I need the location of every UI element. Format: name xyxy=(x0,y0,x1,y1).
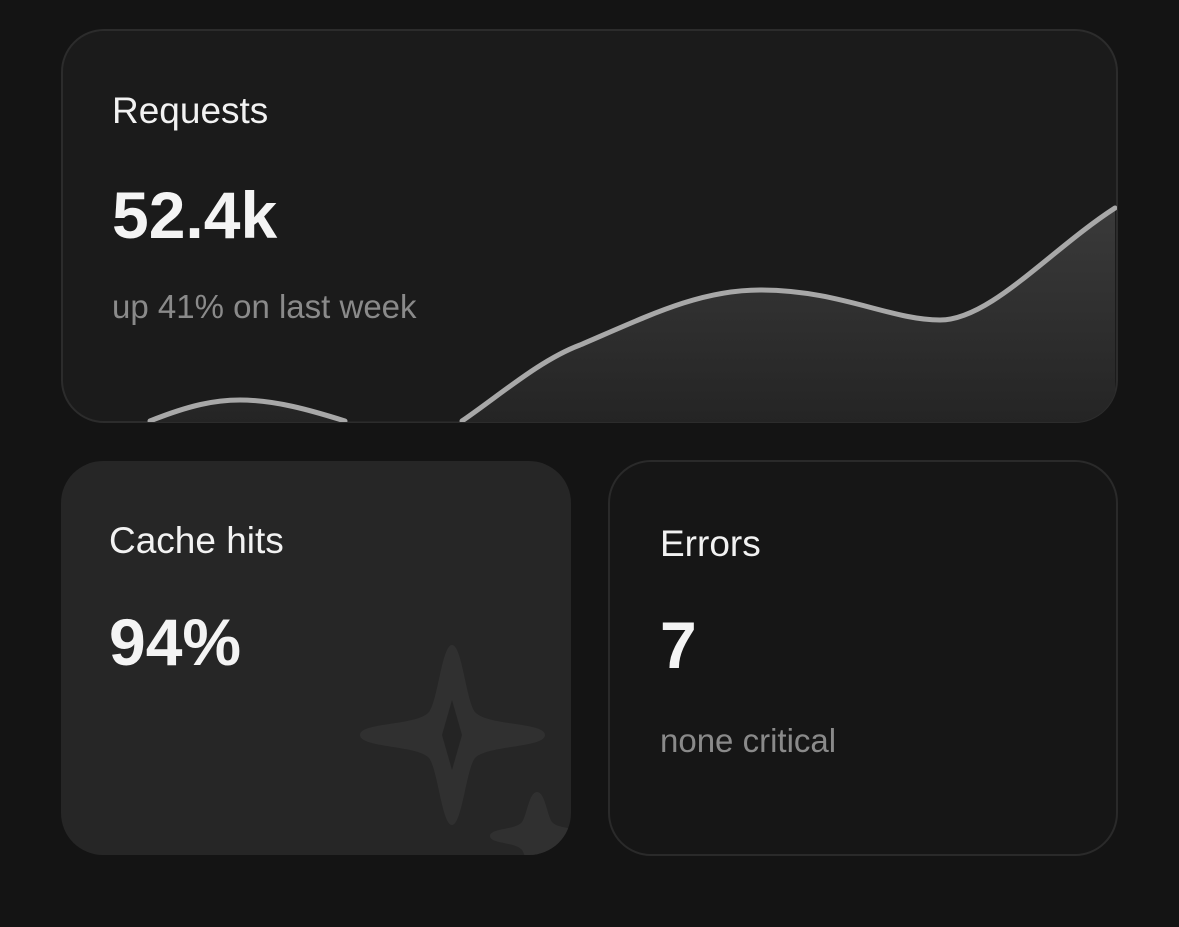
card-title: Errors xyxy=(660,523,761,564)
card-background xyxy=(608,460,1118,856)
card-title: Requests xyxy=(112,90,268,131)
card-note: none critical xyxy=(660,722,836,759)
card-value: 7 xyxy=(660,608,697,682)
errors-card: Errors 7 none critical xyxy=(608,460,1118,856)
card-title: Cache hits xyxy=(109,520,284,561)
card-value: 52.4k xyxy=(112,178,277,252)
card-value: 94% xyxy=(109,605,241,679)
requests-card: Requests 52.4k up 41% on last week xyxy=(61,29,1118,423)
sparkline-line xyxy=(147,205,1117,422)
sparkle-icon xyxy=(360,645,571,855)
sparkle-core xyxy=(442,700,462,770)
cache-card: Cache hits 94% xyxy=(61,461,571,855)
sparkline-area xyxy=(150,208,1115,422)
sparkline xyxy=(147,205,1117,422)
card-note: up 41% on last week xyxy=(112,288,417,325)
sparkle-small xyxy=(490,792,571,855)
